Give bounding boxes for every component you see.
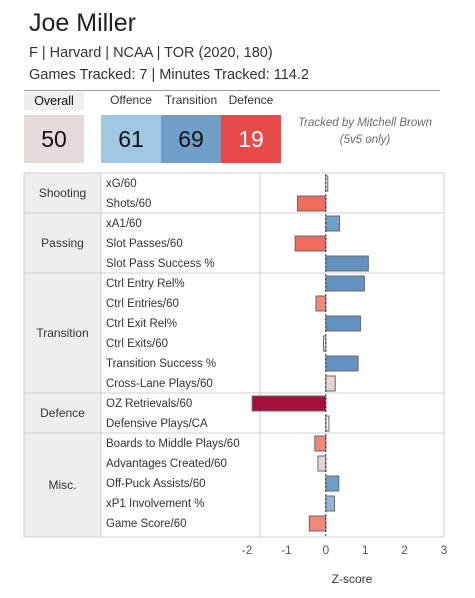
group-label: Transition <box>36 326 88 340</box>
metric-label: Ctrl Entry Rel% <box>106 278 185 290</box>
metric-label: Ctrl Exit Rel% <box>106 318 177 330</box>
group-cell <box>24 273 101 393</box>
tracked-summary: Games Tracked: 7 | Minutes Tracked: 114.… <box>29 67 309 83</box>
x-axis-label: Z-score <box>332 572 373 586</box>
offence-label: Offence <box>110 93 152 107</box>
x-tick-label: 0 <box>322 543 329 557</box>
metric-label: Boards to Middle Plays/60 <box>106 438 240 450</box>
player-info: F | Harvard | NCAA | TOR (2020, 180) <box>29 45 273 61</box>
metric-bar <box>314 435 327 452</box>
x-tick-label: -2 <box>242 543 253 557</box>
metric-bar <box>296 195 327 212</box>
metric-label: Cross-Lane Plays/60 <box>106 378 213 390</box>
player-name: Joe Miller <box>29 9 136 37</box>
metric-bar <box>325 315 361 332</box>
metric-label: Ctrl Exits/60 <box>106 338 168 350</box>
metric-label: Advantages Created/60 <box>106 458 227 470</box>
defence-label: Defence <box>228 93 274 107</box>
metric-bar <box>317 455 327 472</box>
x-tick-label: 1 <box>362 543 369 557</box>
metric-bar <box>325 255 369 272</box>
metric-bar <box>325 495 335 512</box>
metric-label: Defensive Plays/CA <box>106 418 208 430</box>
metric-bar <box>294 235 327 252</box>
tracked-by-note: Tracked by Mitchell Brown (5v5 only) <box>285 115 445 149</box>
defence-score: 19 <box>221 115 281 163</box>
metric-bar <box>251 395 327 412</box>
tracked-by-line1: Tracked by Mitchell Brown <box>298 117 432 129</box>
metric-label: Slot Pass Success % <box>106 258 215 270</box>
group-cell <box>24 173 101 213</box>
metric-bar <box>325 215 341 232</box>
metric-bar <box>308 515 327 532</box>
metric-label: Transition Success % <box>106 358 216 370</box>
group-cell <box>24 393 101 433</box>
tracked-by-line2: (5v5 only) <box>339 134 391 146</box>
metric-label: xA1/60 <box>106 218 142 230</box>
overall-label: Overall <box>24 92 84 110</box>
metric-label: Game Score/60 <box>106 518 187 530</box>
metric-bar <box>325 375 336 392</box>
metric-bar <box>325 475 340 492</box>
group-label: Defence <box>40 406 85 420</box>
metric-label: Ctrl Entries/60 <box>106 298 179 310</box>
metric-label: OZ Retrievals/60 <box>106 398 192 410</box>
group-label: Misc. <box>49 478 77 492</box>
metric-bar <box>325 355 359 372</box>
metric-label: xG/60 <box>106 178 137 190</box>
group-cell <box>24 213 101 273</box>
chart-frame <box>23 172 445 538</box>
metric-label: Shots/60 <box>106 198 151 210</box>
metric-bar <box>315 295 327 312</box>
group-label: Shooting <box>39 186 86 200</box>
x-tick-label: 2 <box>401 543 408 557</box>
metric-bar <box>325 275 365 292</box>
metric-label: xP1 Involvement % <box>106 498 204 510</box>
metric-label: Slot Passes/60 <box>106 238 183 250</box>
group-cell <box>24 433 101 537</box>
transition-score: 69 <box>161 115 221 163</box>
group-label: Passing <box>41 236 84 250</box>
offence-score: 61 <box>101 115 161 163</box>
x-tick-label: 3 <box>441 543 448 557</box>
header-divider <box>24 90 440 91</box>
metric-label: Off-Puck Assists/60 <box>106 478 206 490</box>
transition-label: Transition <box>164 93 218 107</box>
overall-score: 50 <box>24 115 84 163</box>
x-tick-label: -1 <box>281 543 292 557</box>
